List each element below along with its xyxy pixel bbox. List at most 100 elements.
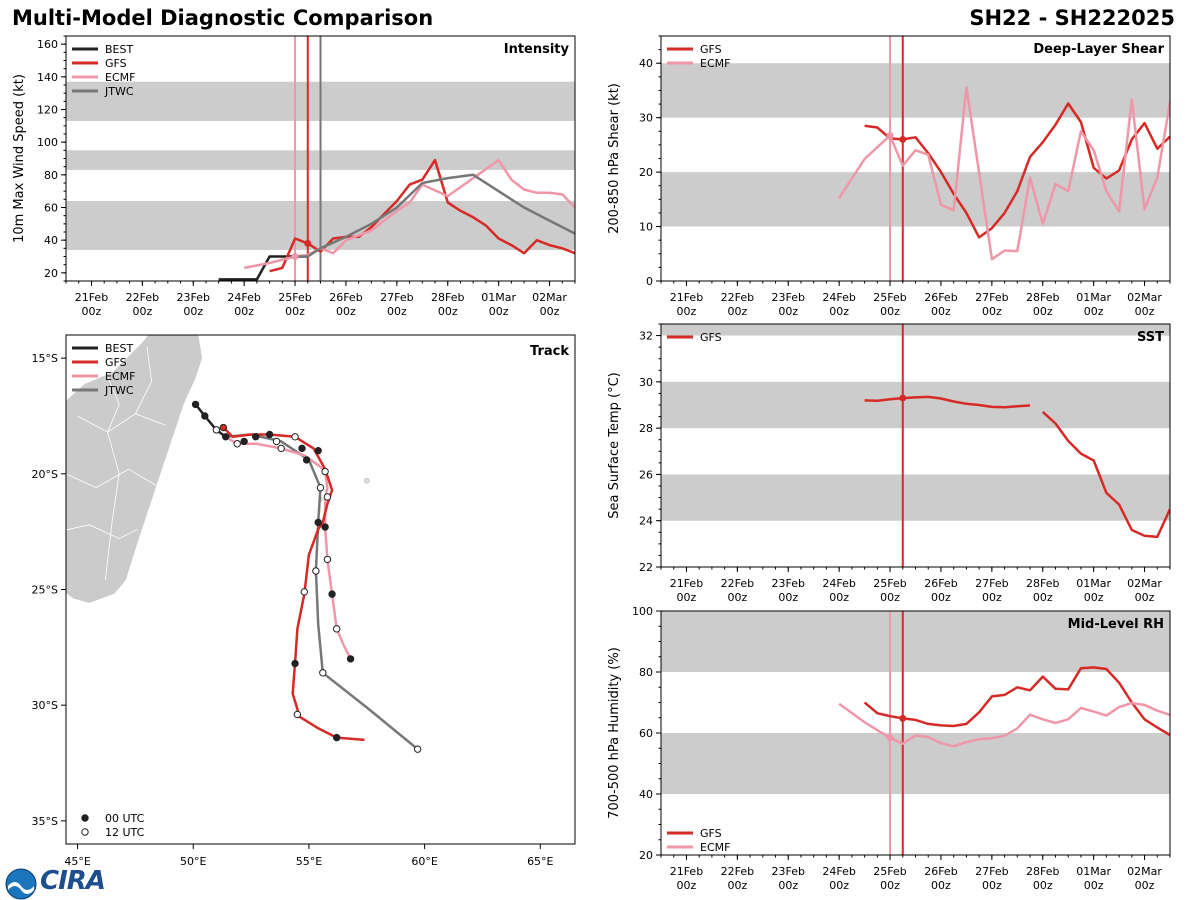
x-tick-label-date: 21Feb xyxy=(670,577,703,590)
y-tick-label: 120 xyxy=(37,104,58,117)
x-tick-label-hour: 00z xyxy=(727,879,747,892)
x-tick-label-date: 01Mar xyxy=(1076,291,1111,304)
x-tick-label-date: 01Mar xyxy=(1076,865,1111,878)
series-group xyxy=(838,85,1170,261)
x-tick-label-date: 25Feb xyxy=(873,577,906,590)
x-tick-label-hour: 00z xyxy=(1084,591,1104,604)
track-position-marker xyxy=(312,567,320,575)
series-line-ecmf xyxy=(838,85,1170,261)
x-tick-label-hour: 00z xyxy=(1033,591,1053,604)
x-tick-label-date: 22Feb xyxy=(126,291,159,304)
series-line-ecmf xyxy=(838,701,1170,748)
track-map-area xyxy=(66,335,422,753)
x-tick-label-hour: 00z xyxy=(829,591,849,604)
track-position-marker xyxy=(316,484,325,492)
legend-label-gfs: GFS xyxy=(105,356,127,369)
x-tick-label-date: 27Feb xyxy=(380,291,413,304)
track-position-marker xyxy=(291,433,299,441)
series-line-gfs xyxy=(1041,410,1170,539)
legend-label-jtwc: JTWC xyxy=(104,384,134,397)
track-position-marker xyxy=(201,412,209,420)
y-tick-label: 32 xyxy=(639,330,653,343)
x-tick-label-hour: 00z xyxy=(234,305,254,318)
track-position-marker xyxy=(191,400,200,409)
x-tick-label-hour: 00z xyxy=(982,879,1002,892)
y-tick-label: 100 xyxy=(37,136,58,149)
track-position-marker xyxy=(252,433,260,441)
track-line-best xyxy=(194,403,227,438)
x-tick-label-hour: 00z xyxy=(880,591,900,604)
x-tick-label-hour: 00z xyxy=(778,305,798,318)
y-tick-label: 80 xyxy=(639,666,653,679)
x-tick-label-date: 24Feb xyxy=(822,291,855,304)
threshold-band xyxy=(661,733,1170,794)
lat-tick-label: 15°S xyxy=(32,352,58,365)
track-position-marker xyxy=(413,745,422,753)
panel-shear: 01020304021Feb00z22Feb00z23Feb00z24Feb00… xyxy=(607,35,1171,318)
series-group xyxy=(838,666,1170,748)
track-position-marker xyxy=(321,523,329,531)
province-border xyxy=(66,468,157,489)
lon-tick-label: 50°E xyxy=(180,855,206,868)
x-tick-label-date: 02Mar xyxy=(532,291,567,304)
madagascar-land xyxy=(66,335,203,604)
x-tick-label-date: 25Feb xyxy=(873,291,906,304)
province-border xyxy=(66,524,138,540)
x-tick-label-date: 02Mar xyxy=(1127,577,1162,590)
x-tick-label-date: 28Feb xyxy=(431,291,464,304)
track-position-marker xyxy=(272,437,281,446)
lat-tick-label: 35°S xyxy=(32,815,58,828)
y-axis-label: Sea Surface Temp (°C) xyxy=(607,372,622,519)
x-tick-label-hour: 00z xyxy=(727,591,747,604)
series-line-gfs xyxy=(864,102,1170,239)
x-tick-label-hour: 00z xyxy=(1135,879,1155,892)
x-tick-label-date: 23Feb xyxy=(772,865,805,878)
x-tick-label-date: 25Feb xyxy=(278,291,311,304)
panel-title: Intensity xyxy=(504,42,570,57)
x-tick-label-date: 23Feb xyxy=(772,577,805,590)
x-tick-label-hour: 00z xyxy=(438,305,458,318)
mauritius-island xyxy=(364,478,370,484)
x-tick-label-hour: 00z xyxy=(677,305,697,318)
x-tick-label-date: 26Feb xyxy=(924,291,957,304)
y-axis-label: 200-850 hPa Shear (kt) xyxy=(607,83,622,234)
legend-label-gfs: GFS xyxy=(105,57,127,70)
y-tick-label: 80 xyxy=(44,169,58,182)
y-tick-label: 40 xyxy=(639,788,653,801)
analysis-point-ecmf xyxy=(886,734,894,742)
track-position-marker xyxy=(319,669,327,677)
analysis-point-gfs xyxy=(304,239,312,247)
marker-legend-symbol xyxy=(81,828,89,836)
x-tick-label-date: 27Feb xyxy=(975,577,1008,590)
lon-tick-label: 45°E xyxy=(64,855,90,868)
series-line-gfs xyxy=(863,666,1170,737)
x-tick-label-date: 22Feb xyxy=(721,865,754,878)
panel-rh: 2040608010021Feb00z22Feb00z23Feb00z24Feb… xyxy=(607,605,1171,892)
analysis-point-ecmf xyxy=(291,253,299,260)
legend-label-ecmf: ECMF xyxy=(700,841,730,854)
y-tick-label: 20 xyxy=(639,166,653,179)
lat-tick-label: 30°S xyxy=(32,699,58,712)
panel-intensity: 2040608010012014016021Feb00z22Feb00z23Fe… xyxy=(12,35,576,318)
lon-tick-label: 60°E xyxy=(411,855,437,868)
x-tick-label-hour: 00z xyxy=(677,879,697,892)
y-tick-label: 40 xyxy=(639,57,653,70)
track-position-marker xyxy=(277,444,285,453)
y-tick-label: 140 xyxy=(37,71,58,84)
province-border xyxy=(77,413,166,433)
legend-label-ecmf: ECMF xyxy=(105,71,135,84)
series-group xyxy=(864,394,1170,539)
x-tick-label-hour: 00z xyxy=(931,879,951,892)
x-tick-label-hour: 00z xyxy=(285,305,305,318)
track-position-marker xyxy=(293,710,302,719)
panel-sst: 22242628303221Feb00z22Feb00z23Feb00z24Fe… xyxy=(607,323,1171,604)
lat-tick-label: 20°S xyxy=(32,468,58,481)
axes-frame xyxy=(660,323,1171,568)
track-position-marker xyxy=(221,433,230,441)
x-tick-label-date: 23Feb xyxy=(772,291,805,304)
y-axis-label: 10m Max Wind Speed (kt) xyxy=(12,74,27,243)
series-line-gfs xyxy=(269,158,575,273)
legend-label-ecmf: ECMF xyxy=(700,57,730,70)
y-tick-label: 0 xyxy=(646,275,653,288)
y-tick-label: 100 xyxy=(632,605,653,618)
